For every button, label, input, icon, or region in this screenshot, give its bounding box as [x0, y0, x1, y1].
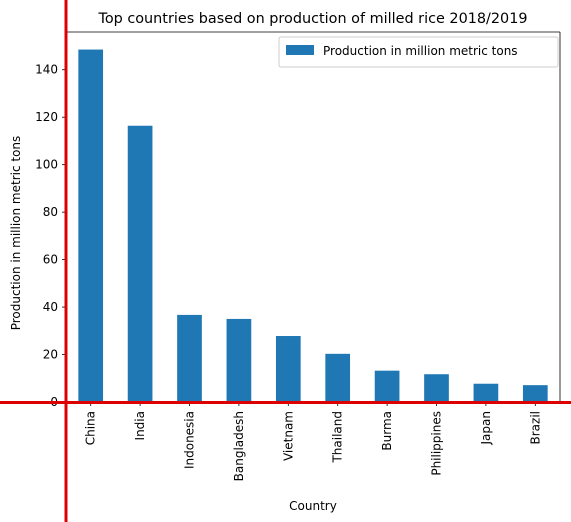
bar-brazil	[522, 385, 548, 402]
x-axis-ticks: China India Indonesia Bangladesh Vietnam Thai…	[84, 402, 542, 481]
x-tick-label: China	[84, 411, 98, 445]
x-tick-label: Indonesia	[183, 411, 197, 469]
x-tick-label: Philippines	[430, 411, 444, 476]
bar-vietnam	[275, 336, 301, 402]
y-tick-label: 140	[35, 63, 58, 77]
x-tick-label: Vietnam	[281, 411, 295, 461]
x-tick-label: Bangladesh	[232, 411, 246, 481]
x-tick-label: Brazil	[528, 411, 542, 445]
legend-frame	[278, 36, 559, 68]
y-tick-label: 40	[43, 300, 58, 314]
x-tick-label: Thailand	[331, 411, 345, 464]
x-tick-label: India	[133, 411, 147, 440]
x-tick-label: Burma	[380, 411, 394, 451]
bar-indonesia	[177, 314, 202, 402]
y-tick-label: 80	[43, 205, 58, 219]
y-tick-label: 60	[43, 253, 58, 267]
y-axis-label: Production in million metric tons	[9, 136, 23, 331]
y-tick-label: 120	[35, 110, 58, 124]
legend: Production in million metric tons	[278, 36, 559, 68]
bar-bangladesh	[226, 318, 252, 402]
x-axis-label: Country	[289, 499, 337, 513]
bar-thailand	[325, 353, 351, 402]
y-tick-label: 100	[35, 158, 58, 172]
bar-burma	[374, 370, 400, 402]
legend-label: Production in million metric tons	[323, 44, 518, 58]
legend-swatch	[286, 45, 314, 55]
bar-japan	[473, 383, 499, 402]
y-tick-label: 20	[43, 348, 58, 362]
x-tick-label: Japan	[479, 411, 493, 445]
bar-china	[78, 49, 104, 403]
plot-area	[65, 31, 561, 403]
bar-philippines	[424, 374, 449, 402]
chart-title: Top countries based on production of mil…	[97, 11, 527, 27]
bar-india	[127, 125, 153, 402]
y-axis-ticks: 020406080100120140	[35, 63, 66, 409]
